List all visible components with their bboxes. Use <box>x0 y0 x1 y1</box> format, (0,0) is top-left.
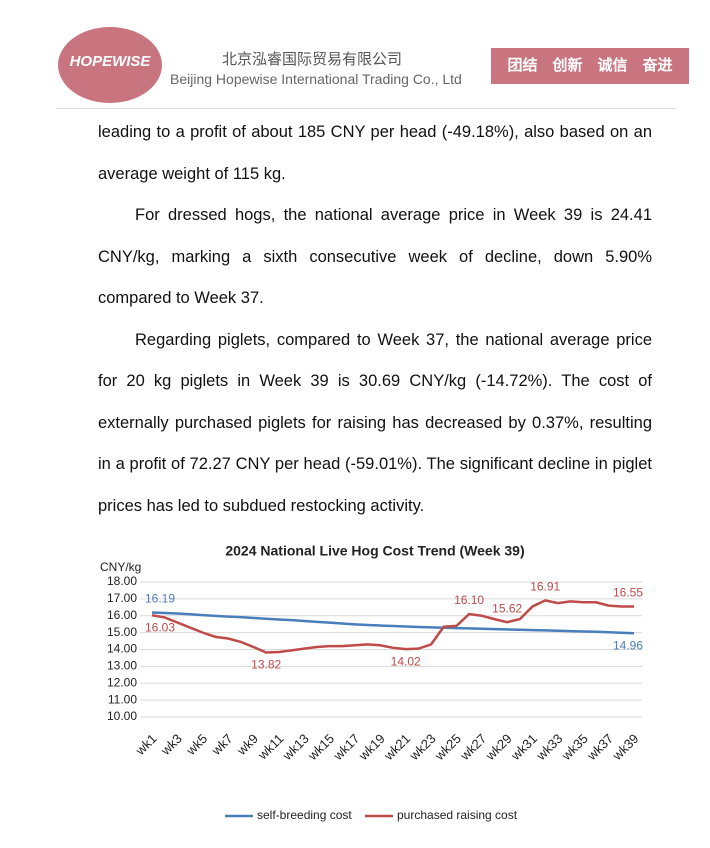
x-tick-label: wk31 <box>507 731 540 764</box>
y-tick-label: 13.00 <box>107 659 137 673</box>
y-tick-label: 11.00 <box>108 692 137 706</box>
y-axis-label: CNY/kg <box>100 560 141 574</box>
paragraph: leading to a profit of about 185 CNY per… <box>98 123 652 183</box>
data-label: 16.55 <box>613 586 643 600</box>
x-tick-label: wk15 <box>304 731 337 764</box>
data-label: 16.10 <box>454 593 484 607</box>
paragraph: For dressed hogs, the national average p… <box>98 206 652 307</box>
paragraph: Regarding piglets, compared to Week 37, … <box>98 330 652 515</box>
x-tick-label: wk3 <box>157 731 185 759</box>
series-line <box>151 611 635 635</box>
data-label: 13.82 <box>251 658 281 672</box>
chart-title: 2024 National Live Hog Cost Trend (Week … <box>225 543 524 559</box>
y-tick-label: 10.00 <box>107 709 137 723</box>
data-label: 15.62 <box>492 601 522 615</box>
legend-label: purchased raising cost <box>397 808 518 822</box>
x-tick-label: wk13 <box>279 731 312 764</box>
x-tick-label: wk19 <box>355 731 388 764</box>
x-tick-label: wk5 <box>183 731 211 759</box>
logo-text: HOPEWISE <box>69 53 151 70</box>
x-tick-label: wk1 <box>132 731 160 759</box>
motto-banner: 团结 创新 诚信 奋进 <box>491 48 689 84</box>
body-text: leading to a profit of about 185 CNY per… <box>98 112 652 527</box>
x-tick-label: wk39 <box>609 731 642 764</box>
x-tick-label: wk37 <box>583 731 616 764</box>
data-label: 14.02 <box>391 654 421 668</box>
x-tick-label: wk35 <box>558 731 591 764</box>
series-line <box>151 599 634 654</box>
legend-label: self-breeding cost <box>257 808 352 822</box>
x-tick-label: wk11 <box>254 731 286 763</box>
company-name-cn: 北京泓睿国际贸易有限公司 <box>222 51 403 68</box>
y-tick-label: 17.00 <box>107 591 137 605</box>
y-tick-label: 16.00 <box>107 608 137 622</box>
x-tick-label: wk17 <box>330 731 363 764</box>
header-rule <box>56 108 676 109</box>
x-tick-label: wk23 <box>406 731 439 764</box>
x-tick-label: wk27 <box>457 731 490 764</box>
y-tick-label: 15.00 <box>107 625 137 639</box>
x-tick-label: wk29 <box>482 731 515 764</box>
x-tick-label: wk7 <box>208 731 236 759</box>
data-label: 16.03 <box>145 620 175 634</box>
x-tick-label: wk33 <box>533 731 566 764</box>
y-tick-label: 18.00 <box>107 574 137 588</box>
x-tick-label: wk25 <box>431 731 464 764</box>
data-label: 16.19 <box>145 592 175 606</box>
y-tick-label: 14.00 <box>107 642 137 656</box>
data-label: 16.91 <box>530 580 560 594</box>
y-tick-label: 12.00 <box>107 675 137 689</box>
company-name-en: Beijing Hopewise International Trading C… <box>170 71 462 87</box>
data-label: 14.96 <box>613 638 643 652</box>
chart: 2024 National Live Hog Cost Trend (Week … <box>100 543 643 822</box>
logo: HOPEWISE <box>58 27 162 103</box>
x-tick-label: wk21 <box>380 731 413 764</box>
